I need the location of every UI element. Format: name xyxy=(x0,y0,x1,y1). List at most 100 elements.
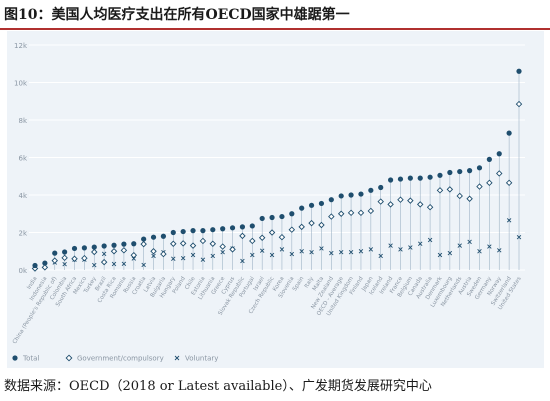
voluntary-stroke-b xyxy=(190,252,196,258)
voluntary-point xyxy=(418,241,423,246)
voluntary-point xyxy=(378,253,383,259)
voluntary-stroke-b xyxy=(269,252,275,258)
government-point xyxy=(199,237,207,245)
government-point xyxy=(318,221,325,229)
voluntary-stroke-b xyxy=(299,249,304,254)
voluntary-point xyxy=(259,248,265,253)
voluntary-point xyxy=(497,248,502,253)
x-tick-label: Italy xyxy=(304,275,316,289)
y-tick-label: 8k xyxy=(18,117,27,125)
total-point xyxy=(457,168,463,175)
voluntary-stroke-b xyxy=(180,255,186,261)
total-point xyxy=(32,262,38,269)
voluntary-stroke-b xyxy=(279,247,285,252)
total-point xyxy=(160,233,167,239)
total-point xyxy=(496,151,502,157)
y-tick-label: 12k xyxy=(14,42,28,50)
government-point xyxy=(268,229,276,236)
voluntary-point xyxy=(220,249,225,255)
total-point xyxy=(516,68,522,74)
voluntary-stroke-b xyxy=(447,250,453,256)
total-point xyxy=(407,175,413,181)
voluntary-stroke-b xyxy=(200,257,206,262)
voluntary-point xyxy=(180,255,186,261)
voluntary-point xyxy=(506,218,512,223)
total-point xyxy=(42,260,48,266)
government-point xyxy=(426,203,434,211)
total-point xyxy=(308,202,315,208)
voluntary-stroke-b xyxy=(210,253,216,259)
voluntary-stroke-b xyxy=(398,247,403,252)
voluntary-stroke-b xyxy=(348,249,354,255)
voluntary-stroke-b xyxy=(427,237,433,243)
voluntary-point xyxy=(200,257,206,262)
voluntary-stroke-b xyxy=(467,239,472,245)
voluntary-stroke-b xyxy=(477,249,482,254)
voluntary-point xyxy=(299,249,304,254)
voluntary-point xyxy=(121,261,127,267)
voluntary-point xyxy=(190,252,196,258)
voluntary-point xyxy=(338,249,344,255)
total-point xyxy=(348,192,354,198)
voluntary-stroke-b xyxy=(516,234,522,240)
voluntary-stroke-b xyxy=(506,218,512,223)
government-point xyxy=(476,183,483,190)
total-point xyxy=(338,193,344,199)
voluntary-stroke-b xyxy=(259,248,265,253)
voluntary-point xyxy=(289,251,295,257)
government-point xyxy=(466,195,473,202)
voluntary-point xyxy=(279,247,285,252)
voluntary-point xyxy=(319,246,324,251)
voluntary-point xyxy=(101,251,107,257)
voluntary-stroke-b xyxy=(220,249,225,255)
total-point xyxy=(358,191,364,197)
total-point xyxy=(417,175,423,181)
voluntary-stroke-b xyxy=(289,251,295,257)
total-point xyxy=(141,236,147,242)
government-point xyxy=(515,100,523,108)
total-point xyxy=(91,244,97,250)
voluntary-stroke-b xyxy=(388,243,393,248)
total-point xyxy=(299,205,305,211)
voluntary-point xyxy=(111,261,117,267)
voluntary-point xyxy=(427,237,433,243)
voluntary-point xyxy=(398,247,403,252)
voluntary-stroke-b xyxy=(378,253,383,259)
government-point xyxy=(179,240,187,247)
government-point xyxy=(357,209,365,217)
government-point xyxy=(446,186,454,193)
voluntary-stroke-b xyxy=(111,261,117,267)
total-point xyxy=(259,215,265,222)
legend-government-marker xyxy=(65,354,73,362)
total-point xyxy=(318,200,325,207)
total-point xyxy=(437,172,443,178)
voluntary-stroke-b xyxy=(319,246,324,251)
voluntary-point xyxy=(516,234,522,240)
total-point xyxy=(249,223,255,229)
total-point xyxy=(229,225,236,231)
government-point xyxy=(258,234,266,241)
voluntary-point xyxy=(467,239,472,245)
total-point xyxy=(180,228,186,235)
government-point xyxy=(377,198,384,205)
government-point xyxy=(100,258,108,266)
government-point xyxy=(239,232,246,240)
legend-label: Voluntary xyxy=(185,355,218,363)
voluntary-point xyxy=(240,258,245,264)
total-point xyxy=(52,250,58,256)
total-point xyxy=(447,169,453,176)
voluntary-stroke-b xyxy=(92,262,97,268)
voluntary-stroke-b xyxy=(368,247,374,252)
voluntary-point xyxy=(92,262,97,268)
figure-title: 图10：美国人均医疗支出在所有OECD国家中雄踞第一 xyxy=(4,7,350,23)
legend-item: Voluntary xyxy=(174,355,218,363)
government-point xyxy=(328,213,335,220)
voluntary-stroke-b xyxy=(457,243,462,248)
government-point xyxy=(387,201,394,208)
legend-item: Total xyxy=(12,355,39,363)
voluntary-stroke-b xyxy=(358,249,364,254)
voluntary-stroke-b xyxy=(62,261,67,267)
voluntary-stroke-b xyxy=(437,252,443,258)
total-point xyxy=(506,130,512,136)
total-point xyxy=(170,229,176,236)
